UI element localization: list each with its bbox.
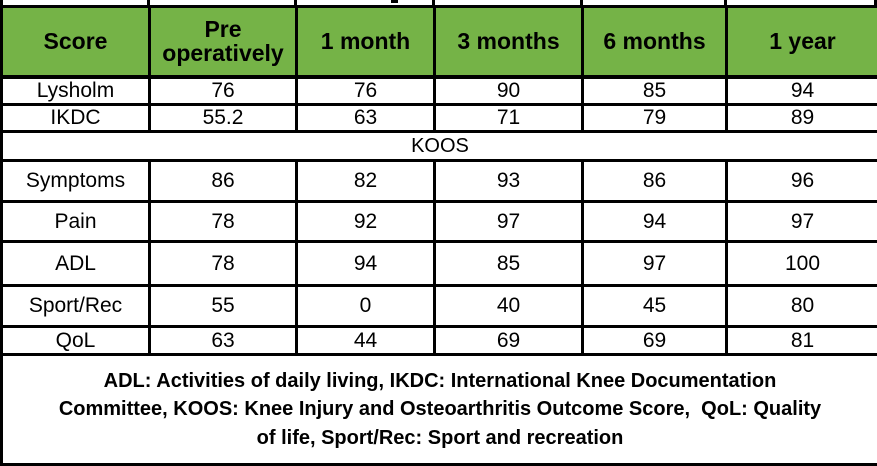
cell-value: 55 (148, 284, 298, 329)
cell-value: 85 (433, 240, 584, 288)
cropped-row-remnant (0, 0, 877, 5)
col-header-1-year: 1 year (725, 5, 877, 79)
cell-value: 79 (581, 102, 728, 134)
header-row: Score Pre operatively 1 month 3 months 6… (0, 5, 877, 79)
cell-value: 100 (725, 240, 877, 288)
cell-value: 96 (725, 159, 877, 204)
border-stub (580, 0, 583, 5)
cell-value: 86 (581, 159, 728, 204)
row-label-pain: Pain (0, 200, 151, 244)
row-label-sport-rec: Sport/Rec (0, 284, 151, 329)
outcome-scores-table: Score Pre operatively 1 month 3 months 6… (0, 5, 877, 466)
section-label-koos: KOOS (0, 130, 877, 163)
col-header-1-month: 1 month (295, 5, 436, 79)
cell-value: 69 (433, 325, 584, 357)
col-header-3-months: 3 months (433, 5, 584, 79)
cell-value: 97 (725, 200, 877, 244)
cell-value: 94 (295, 240, 436, 288)
table-row-adl: ADL 78 94 85 97 100 (0, 240, 877, 288)
cell-value: 55.2 (148, 102, 298, 134)
row-label-symptoms: Symptoms (0, 159, 151, 204)
table-row-qol: QoL 63 44 69 69 81 (0, 325, 877, 357)
row-label-ikdc: IKDC (0, 102, 151, 134)
table-row-ikdc: IKDC 55.2 63 71 79 89 (0, 102, 877, 134)
cell-value: 76 (148, 75, 298, 106)
border-stub (147, 0, 150, 5)
cell-value: 0 (295, 284, 436, 329)
col-header-6-months: 6 months (581, 5, 728, 79)
cell-value: 90 (433, 75, 584, 106)
table-row-lysholm: Lysholm 76 76 90 85 94 (0, 75, 877, 106)
section-row-koos: KOOS (0, 130, 877, 163)
border-stub (432, 0, 435, 5)
cell-value: 86 (148, 159, 298, 204)
cutoff-text-artifact (391, 0, 398, 3)
cell-value: 94 (581, 200, 728, 244)
cell-value: 78 (148, 240, 298, 288)
cell-value: 69 (581, 325, 728, 357)
cell-value: 45 (581, 284, 728, 329)
cell-value: 40 (433, 284, 584, 329)
cell-value: 97 (581, 240, 728, 288)
abbreviations-note-line: ADL: Activities of daily living, IKDC: I… (103, 369, 777, 392)
cell-value: 81 (725, 325, 877, 357)
col-header-preoperatively: Pre operatively (148, 5, 298, 79)
cell-value: 89 (725, 102, 877, 134)
cell-value: 85 (581, 75, 728, 106)
cell-value: 71 (433, 102, 584, 134)
border-stub (294, 0, 297, 5)
row-label-adl: ADL (0, 240, 151, 288)
footnote-row: ADL: Activities of daily living, IKDC: I… (0, 353, 877, 466)
abbreviations-note-line: of life, Sport/Rec: Sport and recreation (256, 426, 624, 449)
table-row-symptoms: Symptoms 86 82 93 86 96 (0, 159, 877, 204)
cell-value: 82 (295, 159, 436, 204)
cell-value: 93 (433, 159, 584, 204)
cell-value: 97 (433, 200, 584, 244)
cell-value: 63 (295, 102, 436, 134)
col-header-score: Score (0, 5, 151, 79)
cell-value: 44 (295, 325, 436, 357)
table-row-sport-rec: Sport/Rec 55 0 40 45 80 (0, 284, 877, 329)
border-stub (0, 0, 3, 5)
abbreviations-note: ADL: Activities of daily living, IKDC: I… (0, 353, 877, 466)
cell-value: 94 (725, 75, 877, 106)
cell-value: 63 (148, 325, 298, 357)
cell-value: 80 (725, 284, 877, 329)
row-label-qol: QoL (0, 325, 151, 357)
abbreviations-note-line: Committee, KOOS: Knee Injury and Osteoar… (58, 398, 822, 421)
table-row-pain: Pain 78 92 97 94 97 (0, 200, 877, 244)
cell-value: 78 (148, 200, 298, 244)
border-stub (724, 0, 727, 5)
cell-value: 76 (295, 75, 436, 106)
cell-value: 92 (295, 200, 436, 244)
row-label-lysholm: Lysholm (0, 75, 151, 106)
border-stub (874, 0, 877, 5)
